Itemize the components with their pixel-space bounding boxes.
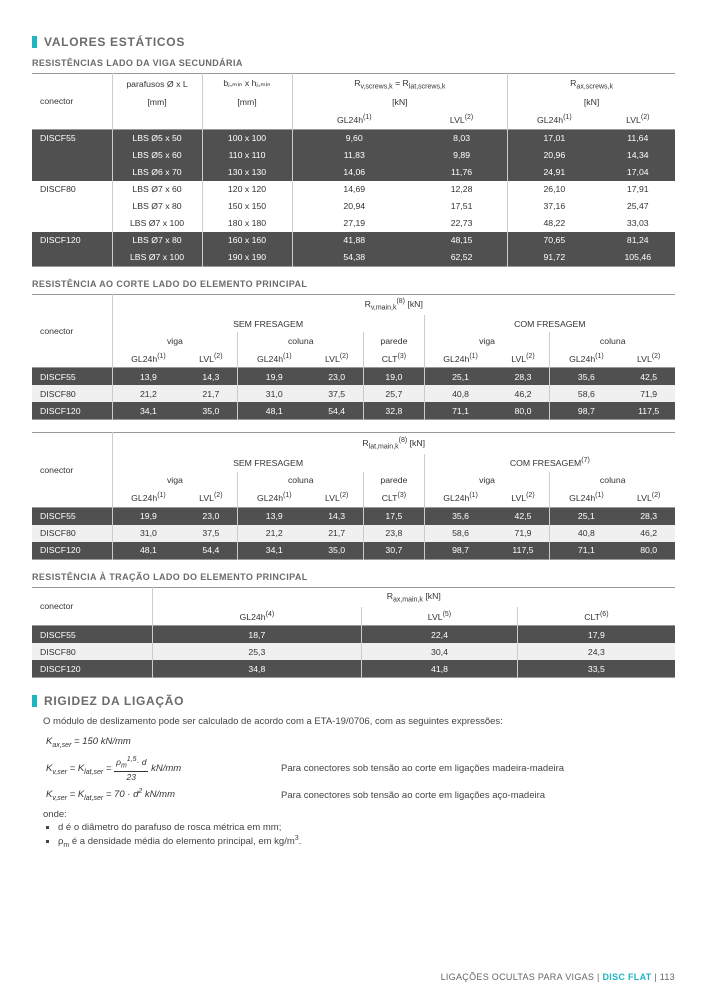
table-row: DISCF12034,135,048,154,432,871,180,098,7… (32, 402, 675, 420)
sub-lvl: LVL(2) (511, 493, 534, 503)
where-label: onde: (43, 809, 675, 820)
sub-gl24h: GL24h(1) (257, 493, 292, 503)
subsection-title: RESISTÊNCIA AO CORTE LADO DO ELEMENTO PR… (32, 279, 675, 289)
col-lvl: LVL(2) (450, 115, 473, 125)
sub-gl24h: GL24h(1) (131, 493, 166, 503)
unit-mm: [mm] (147, 97, 166, 107)
sub-coluna: coluna (600, 336, 626, 346)
table-row: LBS Ø5 x 60110 x 11011,839,8920,9614,34 (32, 147, 675, 164)
definition-rho: ρm é a densidade média do elemento princ… (58, 835, 675, 849)
eq-description: Para conectores sob tensão ao corte em l… (281, 763, 564, 774)
sub-gl24h: GL24h(1) (257, 354, 292, 364)
section-header: RIGIDEZ DA LIGAÇÃO (32, 694, 675, 708)
table-row: DISCF12034,841,833,5 (32, 660, 675, 678)
table-secondary-beam: conector parafusos Ø x L bⱼ,ₘᵢₙ x hⱼ,ₘᵢₙ… (32, 73, 675, 267)
sub-gl24h: GL24h(1) (569, 354, 604, 364)
table-row: DISCF120LBS Ø7 x 80160 x 16041,8848,1570… (32, 232, 675, 249)
unit-kn: [kN] (392, 97, 407, 107)
subsection-title: RESISTÊNCIAS LADO DA VIGA SECUNDÁRIA (32, 58, 675, 68)
col-rvmain: Rv,main,k(8) [kN] (365, 299, 423, 309)
accent-marker (32, 695, 37, 707)
sub-gl24h: GL24h(4) (240, 612, 275, 622)
sub-clt: CLT(3) (382, 354, 406, 364)
subsection-title: RESISTÊNCIA À TRAÇÃO LADO DO ELEMENTO PR… (32, 572, 675, 582)
col-conector: conector (40, 465, 73, 475)
sub-lvl: LVL(2) (199, 493, 222, 503)
sub-gl24h: GL24h(1) (443, 354, 478, 364)
table-row: DISCF12048,154,434,135,030,798,7117,571,… (32, 542, 675, 560)
sub-coluna: coluna (288, 475, 314, 485)
table-row: DISCF5513,914,319,923,019,025,128,335,64… (32, 368, 675, 386)
sub-parede: parede (380, 475, 407, 485)
table-row: DISCF5519,923,013,914,317,535,642,525,12… (32, 507, 675, 525)
sub-viga: viga (479, 336, 495, 346)
sub-lvl: LVL(2) (511, 354, 534, 364)
col-gl24h: GL24h(1) (337, 115, 372, 125)
unit-mm: [mm] (237, 97, 256, 107)
col-parafusos: parafusos Ø x L (126, 79, 187, 89)
sub-viga: viga (479, 475, 495, 485)
sub-lvl: LVL(2) (637, 493, 660, 503)
grp-sem-fresagem: SEM FRESAGEM (233, 458, 303, 468)
sub-viga: viga (167, 336, 183, 346)
table-row: LBS Ø6 x 70130 x 13014,0611,7624,9117,04 (32, 164, 675, 181)
col-conector: conector (40, 326, 73, 336)
table-row: LBS Ø7 x 80150 x 15020,9417,5137,1625,47 (32, 198, 675, 215)
col-rv: Rv,screws,k = Rlat,screws,k (354, 78, 445, 88)
sub-gl24h: GL24h(1) (131, 354, 166, 364)
table-row: DISCF55LBS Ø5 x 50100 x 1009,608,0317,01… (32, 129, 675, 147)
accent-marker (32, 36, 37, 48)
equation-kax: Kax,ser = 150 kN/mm (46, 736, 675, 749)
sub-coluna: coluna (288, 336, 314, 346)
col-conector: conector (40, 601, 73, 611)
col-gl24h: GL24h(1) (537, 115, 572, 125)
table-row: LBS Ø7 x 100180 x 18027,1922,7348,2233,0… (32, 215, 675, 232)
table-row: DISCF8025,330,424,3 (32, 643, 675, 660)
col-conector: conector (40, 96, 73, 106)
sub-lvl: LVL(5) (428, 612, 451, 622)
col-rax: Rax,screws,k (570, 78, 613, 88)
table-row: DISCF8021,221,731,037,525,740,846,258,67… (32, 385, 675, 402)
table-lat-main: conector Rlat,main,k(8) [kN] SEM FRESAGE… (32, 432, 675, 559)
page-footer: LIGAÇÕES OCULTAS PARA VIGAS | DISC FLAT … (441, 972, 675, 982)
sub-clt: CLT(3) (382, 493, 406, 503)
sub-gl24h: GL24h(1) (443, 493, 478, 503)
unit-kn: [kN] (584, 97, 599, 107)
definitions-list: d é o diâmetro do parafuso de rosca métr… (58, 822, 675, 849)
sub-gl24h: GL24h(1) (569, 493, 604, 503)
table-row: DISCF5518,722,417,9 (32, 626, 675, 644)
sub-lvl: LVL(2) (199, 354, 222, 364)
table-row: DISCF80LBS Ø7 x 60120 x 12014,6912,2826,… (32, 181, 675, 198)
col-bj: bⱼ,ₘᵢₙ x hⱼ,ₘᵢₙ (223, 78, 270, 88)
sub-lvl: LVL(2) (325, 354, 348, 364)
grp-com-fresagem: COM FRESAGEM (514, 319, 585, 329)
equation-kvser-wood: Kv,ser = Klat,ser = ρm1,5· d 23 kN/mm Pa… (46, 756, 675, 781)
sub-lvl: LVL(2) (325, 493, 348, 503)
section-header: VALORES ESTÁTICOS (32, 35, 675, 49)
grp-sem-fresagem: SEM FRESAGEM (233, 319, 303, 329)
section-title: VALORES ESTÁTICOS (44, 35, 185, 49)
definition-d: d é o diâmetro do parafuso de rosca métr… (58, 822, 675, 833)
sub-clt: CLT(6) (584, 612, 608, 622)
table-shear-main: conector Rv,main,k(8) [kN] SEM FRESAGEM … (32, 294, 675, 421)
col-rlatmain: Rlat,main,k(8) [kN] (362, 438, 425, 448)
equation-kvser-steel: Kv,ser = Klat,ser = 70 · d2 kN/mm Para c… (46, 788, 675, 802)
section-title: RIGIDEZ DA LIGAÇÃO (44, 694, 184, 708)
table-traction-main: conector Rax,main,k [kN] GL24h(4) LVL(5)… (32, 587, 675, 679)
sub-coluna: coluna (600, 475, 626, 485)
table-row: DISCF8031,037,521,221,723,858,671,940,84… (32, 525, 675, 542)
sub-viga: viga (167, 475, 183, 485)
sub-parede: parede (380, 336, 407, 346)
table-row: LBS Ø7 x 100190 x 19054,3862,5291,72105,… (32, 249, 675, 267)
col-lvl: LVL(2) (626, 115, 649, 125)
eq-description: Para conectores sob tensão ao corte em l… (281, 790, 545, 801)
grp-com-fresagem: COM FRESAGEM(7) (510, 458, 590, 468)
intro-paragraph: O módulo de deslizamento pode ser calcul… (43, 716, 675, 727)
col-raxmain: Rax,main,k [kN] (387, 591, 441, 601)
sub-lvl: LVL(2) (637, 354, 660, 364)
